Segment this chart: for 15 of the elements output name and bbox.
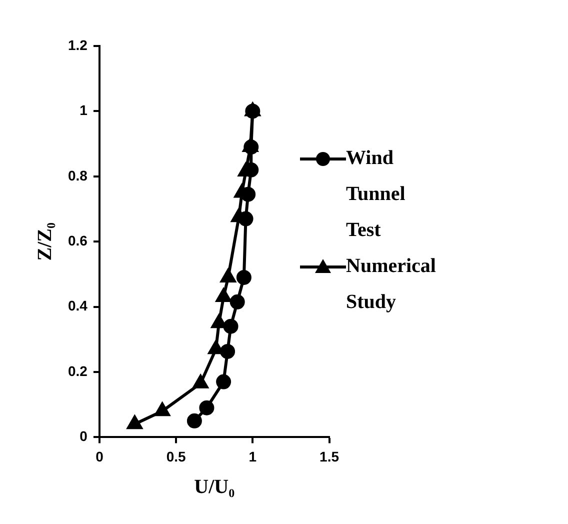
x-tick-label: 1.5 [320, 448, 340, 464]
x-axis-title: U/U₀ [194, 476, 235, 498]
x-tick-label: 1 [248, 448, 257, 464]
y-tick-label: 0.8 [68, 167, 88, 184]
y-tick-label: 1 [80, 102, 88, 118]
legend-label: Wind Tunnel Test [346, 146, 406, 243]
y-tick-label: 0.4 [68, 298, 88, 314]
y-tick-label: 0.2 [68, 362, 88, 379]
y-tick-label: 0.6 [68, 232, 88, 248]
y-axis-title: Z/Z₀ [34, 222, 56, 261]
legend-label: Numerical Study [346, 254, 437, 315]
x-tick-label: 0.5 [166, 448, 186, 464]
y-tick-label: 1.2 [68, 36, 88, 53]
x-tick-label: 0 [96, 448, 104, 464]
y-tick-label: 0 [80, 428, 88, 444]
